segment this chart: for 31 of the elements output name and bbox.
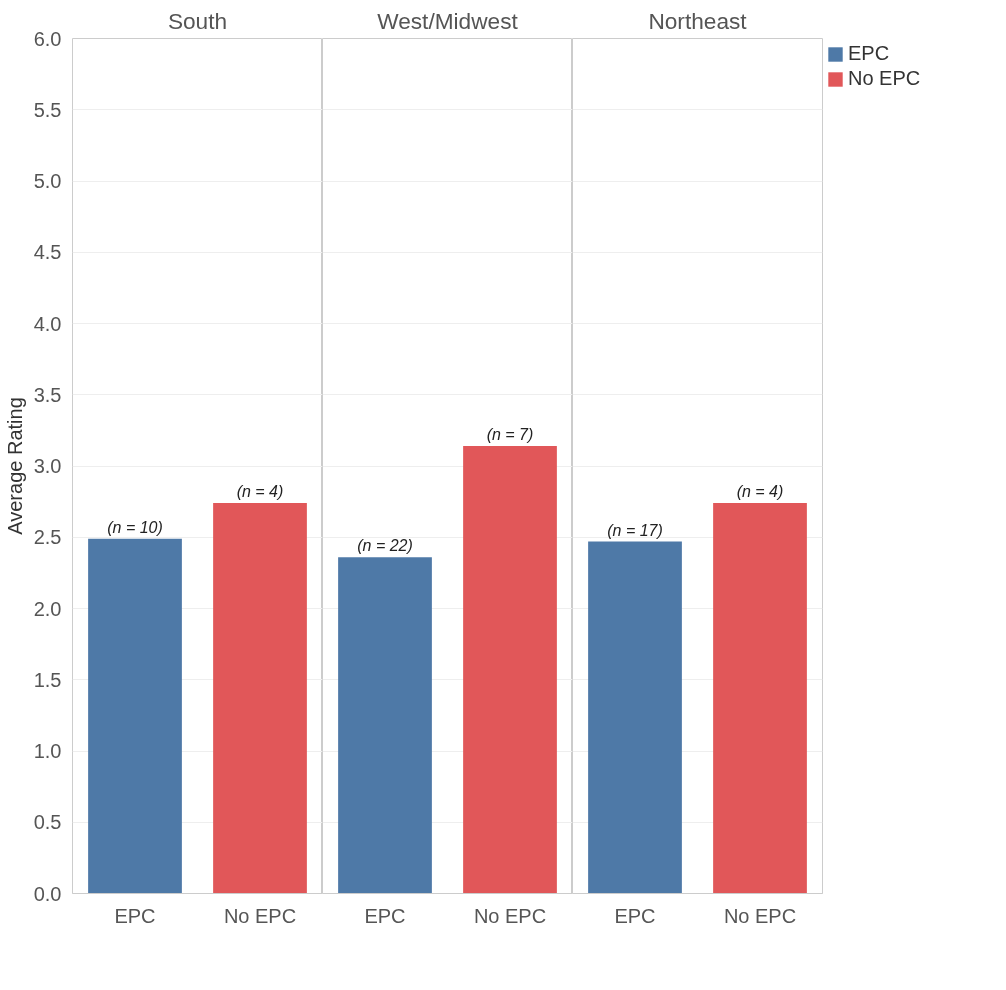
y-tick-label: 5.0 xyxy=(33,170,62,192)
y-axis-title: Average Rating xyxy=(3,397,26,535)
annotation: (n = 7) xyxy=(486,426,534,444)
annotation: (n = 4) xyxy=(736,483,784,501)
y-tick-label: 3.5 xyxy=(33,383,62,406)
annotation: (n = 10) xyxy=(107,518,163,536)
x-tick-label: No EPC xyxy=(723,904,797,927)
y-tick-label: 1.5 xyxy=(33,668,62,691)
annotation: (n = 17) xyxy=(607,521,663,539)
annotation: (n = 4) xyxy=(236,483,284,501)
y-tick-label: 1.0 xyxy=(33,740,62,762)
x-tick-label: EPC xyxy=(614,904,656,927)
x-tick-label: No EPC xyxy=(473,904,547,927)
y-tick-label: 4.0 xyxy=(33,312,62,335)
y-tick-label: 2.0 xyxy=(33,597,62,620)
y-tick-label: 2.5 xyxy=(33,526,62,549)
annotation: (n = 22) xyxy=(357,537,413,555)
y-tick-label: 4.5 xyxy=(33,241,62,264)
y-tick-label: 6.0 xyxy=(33,27,62,50)
chart-title: West/Midwest xyxy=(377,7,519,34)
x-tick-label: EPC xyxy=(364,904,406,927)
legend-label: EPC xyxy=(848,42,890,65)
chart-title: Northeast xyxy=(648,7,748,34)
x-tick-label: EPC xyxy=(114,904,156,927)
x-tick-label: No EPC xyxy=(223,904,297,927)
y-tick-label: 0.5 xyxy=(33,811,62,834)
chart-title: South xyxy=(167,7,228,34)
y-tick-label: 3.0 xyxy=(33,455,62,477)
legend-label: No EPC xyxy=(848,67,921,90)
y-tick-label: 0.0 xyxy=(33,882,62,905)
y-tick-label: 5.5 xyxy=(33,98,62,121)
